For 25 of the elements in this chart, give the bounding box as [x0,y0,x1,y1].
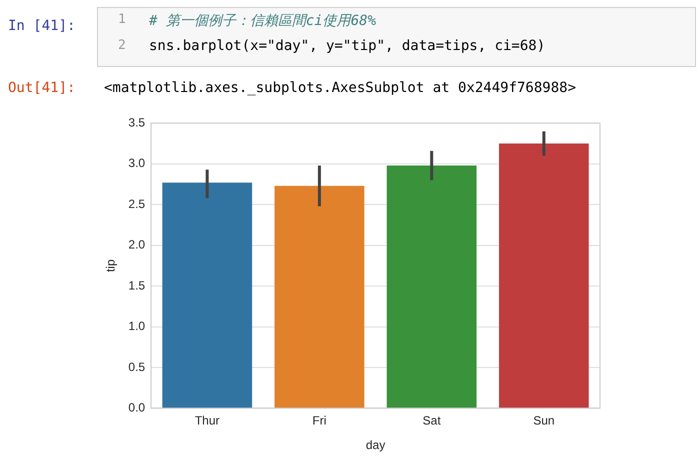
text: 1 [118,12,126,27]
y-tick-label: 1.5 [128,278,146,292]
y-axis-title: tip [104,259,118,272]
text: 2 [118,38,126,53]
bar [498,144,589,408]
bar [386,166,477,408]
text: <matplotlib.axes._subplots.AxesSubplot at 0x2449f768988> [104,80,576,96]
y-tick-label: 3.0 [128,156,146,170]
y-tick-label: 0.0 [128,400,146,415]
y-tick-label: 3.5 [128,116,146,130]
text: sns.barplot(x="day", y="tip", data=tips, ci=68) [149,38,546,54]
text: Out[41]: [8,80,76,96]
x-tick-label: Fri [312,414,326,428]
y-tick-label: 1.0 [128,319,146,334]
bar [274,186,364,408]
x-tick-label: Sun [533,414,555,428]
text: In [41]: [8,18,76,34]
y-tick-label: 2.5 [128,196,146,211]
y-tick-label: 0.5 [128,360,146,374]
x-axis-title: day [366,438,386,452]
bar [162,182,252,408]
x-tick-label: Thur [194,414,220,428]
y-tick-label: 2.0 [128,238,146,252]
text: # 第一個例子：信賴區間ci使用68% [149,12,376,30]
x-tick-label: Sat [422,414,442,428]
